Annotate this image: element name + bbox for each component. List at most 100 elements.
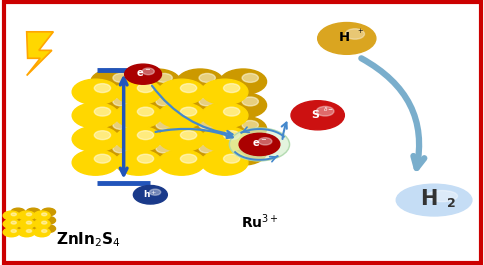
Circle shape	[26, 208, 40, 216]
Circle shape	[33, 219, 50, 228]
Circle shape	[198, 144, 215, 153]
Circle shape	[239, 133, 279, 156]
Circle shape	[33, 211, 50, 220]
Text: S: S	[310, 110, 318, 120]
Circle shape	[11, 221, 16, 224]
Circle shape	[26, 221, 31, 224]
Circle shape	[156, 73, 172, 82]
Circle shape	[72, 103, 119, 128]
Text: ZnIn$_2$S$_4$: ZnIn$_2$S$_4$	[56, 231, 121, 249]
Circle shape	[11, 213, 16, 216]
Circle shape	[33, 228, 50, 237]
Circle shape	[220, 69, 266, 94]
Circle shape	[220, 92, 266, 118]
Circle shape	[42, 213, 47, 216]
Circle shape	[198, 97, 215, 106]
Ellipse shape	[395, 184, 471, 216]
Circle shape	[42, 208, 55, 216]
Circle shape	[201, 126, 247, 152]
Circle shape	[91, 69, 137, 94]
Circle shape	[115, 126, 162, 152]
Circle shape	[115, 150, 162, 175]
Circle shape	[72, 126, 119, 152]
Circle shape	[72, 79, 119, 105]
Ellipse shape	[426, 191, 456, 202]
Circle shape	[242, 97, 258, 106]
Circle shape	[134, 69, 180, 94]
Circle shape	[42, 225, 55, 232]
Circle shape	[201, 79, 247, 105]
Text: h$^+$: h$^+$	[143, 189, 157, 200]
Circle shape	[124, 64, 161, 84]
Circle shape	[42, 217, 55, 224]
Circle shape	[91, 140, 137, 165]
Circle shape	[158, 103, 204, 128]
Circle shape	[220, 140, 266, 165]
Circle shape	[94, 131, 110, 140]
Circle shape	[137, 154, 153, 163]
Circle shape	[133, 186, 167, 204]
Circle shape	[26, 217, 40, 224]
Text: $^+$: $^+$	[355, 28, 363, 38]
Circle shape	[258, 138, 272, 145]
Circle shape	[113, 144, 129, 153]
Circle shape	[72, 150, 119, 175]
Circle shape	[290, 101, 344, 130]
Circle shape	[3, 219, 20, 228]
Circle shape	[3, 228, 20, 237]
Circle shape	[223, 154, 239, 163]
Circle shape	[316, 106, 333, 116]
Circle shape	[223, 107, 239, 116]
Circle shape	[242, 144, 258, 153]
Circle shape	[18, 219, 35, 228]
Circle shape	[26, 229, 31, 232]
Circle shape	[180, 107, 197, 116]
Circle shape	[177, 116, 223, 142]
Circle shape	[156, 97, 172, 106]
Circle shape	[11, 229, 16, 232]
Circle shape	[26, 225, 40, 232]
Circle shape	[42, 221, 47, 224]
Circle shape	[180, 131, 197, 140]
Circle shape	[91, 92, 137, 118]
Circle shape	[18, 211, 35, 220]
Circle shape	[158, 126, 204, 152]
Circle shape	[198, 121, 215, 129]
Text: H: H	[338, 31, 349, 45]
Circle shape	[94, 84, 110, 92]
Circle shape	[3, 211, 20, 220]
Circle shape	[91, 116, 137, 142]
Circle shape	[94, 107, 110, 116]
Circle shape	[345, 29, 364, 39]
Text: H: H	[420, 189, 437, 209]
Circle shape	[137, 84, 153, 92]
Circle shape	[158, 150, 204, 175]
Circle shape	[26, 213, 31, 216]
Circle shape	[42, 229, 47, 232]
Circle shape	[113, 121, 129, 129]
Circle shape	[201, 150, 247, 175]
Circle shape	[317, 23, 375, 54]
Circle shape	[220, 116, 266, 142]
Circle shape	[229, 128, 289, 161]
Circle shape	[158, 79, 204, 105]
Circle shape	[113, 73, 129, 82]
Circle shape	[115, 103, 162, 128]
Circle shape	[134, 116, 180, 142]
Circle shape	[242, 121, 258, 129]
Circle shape	[18, 228, 35, 237]
Circle shape	[198, 73, 215, 82]
Circle shape	[180, 84, 197, 92]
Circle shape	[156, 121, 172, 129]
Polygon shape	[27, 32, 53, 76]
Text: 2: 2	[446, 197, 455, 210]
Circle shape	[134, 92, 180, 118]
Circle shape	[223, 84, 239, 92]
Circle shape	[11, 217, 25, 224]
Circle shape	[177, 140, 223, 165]
Circle shape	[11, 208, 25, 216]
Circle shape	[134, 140, 180, 165]
Text: Ru$^{3+}$: Ru$^{3+}$	[240, 212, 278, 231]
Circle shape	[149, 189, 160, 195]
Circle shape	[177, 92, 223, 118]
